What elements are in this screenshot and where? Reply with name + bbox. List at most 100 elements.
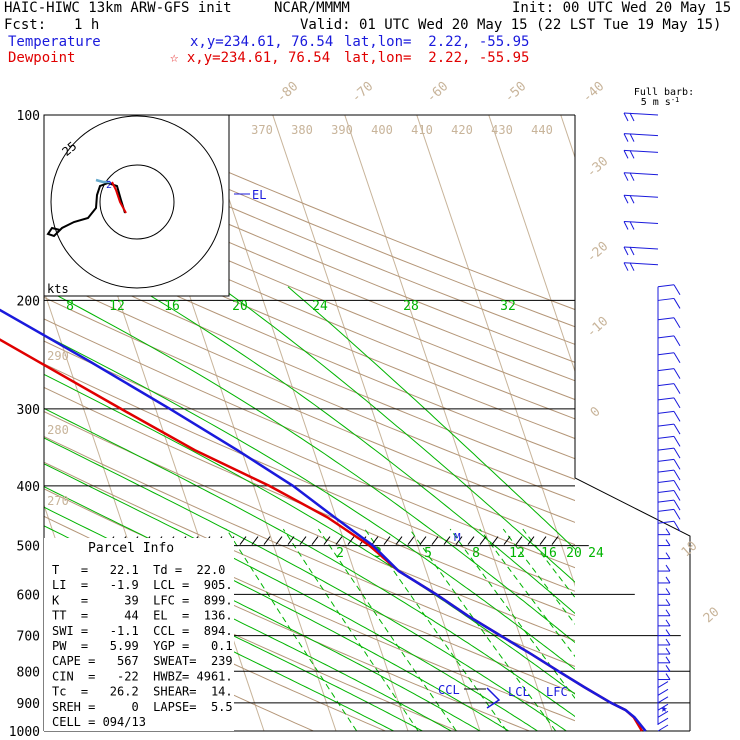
moist-adiabat-line (44, 463, 538, 731)
temperature-latlon: lat,lon= 2.22, -55.95 (344, 34, 530, 50)
mixing-ratio-lines (225, 528, 575, 731)
parcel-info-row: CIN = -22 HWBZ= 4961. (52, 669, 233, 683)
moist-adiabat-label: 32 (500, 299, 516, 314)
mixing-ratio-label: 20 (566, 546, 582, 561)
wind-barb (623, 133, 659, 137)
wind-barb (657, 469, 675, 473)
dry-adiabat-line (44, 318, 575, 546)
wind-barb (623, 220, 659, 224)
parcel-info-row: CAPE = 567 SWEAT= 239 (52, 654, 233, 668)
level-hatch (431, 536, 439, 545)
wind-barb (657, 508, 675, 512)
moist-adiabat-line (44, 334, 575, 671)
wind-barb-flag (629, 112, 635, 122)
wind-barb (623, 194, 659, 198)
mixing-ratio-line (479, 528, 575, 658)
wind-barb (657, 397, 675, 401)
moist-adiabat-line (44, 288, 575, 644)
parcel-path-line (486, 687, 501, 709)
wind-barb-flag (673, 352, 681, 363)
wind-barb-flag (629, 195, 635, 204)
wind-barb (657, 368, 675, 372)
init-time: Init: 00 UTC Wed 20 May 15 (512, 0, 732, 16)
theta-label: 280 (47, 423, 69, 437)
dry-adiabat-line (44, 255, 575, 480)
level-hatch (539, 536, 547, 545)
wind-barb-flag (665, 629, 671, 636)
level-hatch (263, 536, 271, 545)
dry-adiabat-line (44, 159, 575, 382)
isotherm-label: -70 (349, 79, 376, 106)
wind-barb-flag (673, 397, 681, 409)
level-hatch (335, 536, 343, 545)
model-title: HAIC-HIWC 13km ARW-GFS init (4, 0, 232, 16)
wind-barb (623, 112, 659, 116)
pressure-tick-label: 200 (17, 294, 40, 309)
wind-barb-flag (673, 509, 681, 520)
dry-adiabat-line (44, 235, 575, 460)
wind-barb-flag (623, 221, 629, 230)
wind-barb-flag (665, 656, 671, 664)
wind-barb-flag (623, 246, 629, 256)
wind-barb (657, 499, 675, 503)
level-hatch (251, 536, 259, 545)
pressure-tick-label: 800 (17, 665, 40, 680)
theta-label: 270 (47, 494, 69, 508)
level-hatch (407, 536, 415, 545)
parcel-info-bg (44, 538, 234, 731)
moist-adiabat-label: 28 (403, 299, 419, 314)
level-hatch (455, 536, 463, 545)
wind-barb-flag (673, 411, 681, 422)
moist-adiabat-label: 24 (312, 299, 328, 314)
moist-adiabat-line (44, 407, 575, 718)
hodograph-point-label: 2 (106, 180, 112, 191)
wind-barb-flag (673, 436, 681, 447)
pressure-tick-label: 600 (17, 588, 40, 603)
barb-legend-line2: 5 m s-1 (641, 96, 680, 108)
mixing-ratio-line (225, 528, 358, 731)
hodograph-trace-cyan (95, 178, 110, 184)
pressure-tick-label: 700 (17, 630, 40, 645)
isotherm-line (633, 115, 740, 731)
wind-barb-flag (673, 490, 681, 501)
hodograph-units: kts (47, 282, 69, 296)
moist-adiabat-label: 12 (109, 299, 125, 314)
level-hatch (383, 536, 391, 545)
isotherm-label: -80 (274, 79, 301, 106)
wind-barb (657, 489, 675, 493)
wind-barb (657, 410, 675, 414)
hodograph-ring-outer (50, 115, 224, 289)
wind-barb (657, 383, 675, 387)
wind-barb-flag (673, 335, 681, 347)
dry-adiabat-line (44, 386, 575, 617)
theta-label: 410 (411, 123, 433, 137)
pressure-tick-label: 1000 (9, 725, 40, 740)
wind-barb (657, 681, 669, 688)
parcel-info-row: K = 39 LFC = 899. (52, 593, 233, 607)
moist-adiabat-line (135, 286, 575, 615)
wind-barb-flag (673, 423, 681, 435)
wind-barb (623, 262, 659, 266)
wind-barb-flag (665, 528, 671, 535)
parcel-info-title: Parcel Info (88, 541, 174, 556)
wind-barb (657, 352, 675, 356)
isotherm-line (416, 115, 575, 587)
hodograph-ring-inner (99, 164, 175, 240)
moist-adiabat-label: 20 (232, 299, 248, 314)
temperature-legend: Temperature (8, 34, 101, 50)
theta-label: 400 (371, 123, 393, 137)
wind-barb-flag (665, 588, 671, 595)
level-hatch (371, 536, 379, 545)
level-hatch (479, 536, 487, 545)
hodograph-frame (43, 114, 230, 297)
forecast-label: Fcst: (4, 17, 47, 33)
wind-barb-flag (673, 368, 681, 379)
wind-barb (657, 710, 669, 718)
moist-adiabat-label: 16 (164, 299, 180, 314)
mixing-ratio-label: 5 (424, 546, 432, 561)
wind-barb-flag (673, 317, 681, 329)
wind-barb-flag (623, 150, 629, 159)
sounding-profiles (0, 308, 647, 732)
parcel-info-row: TT = 44 EL = 136. (52, 609, 233, 623)
mixing-ratio-label: 16 (541, 546, 557, 561)
